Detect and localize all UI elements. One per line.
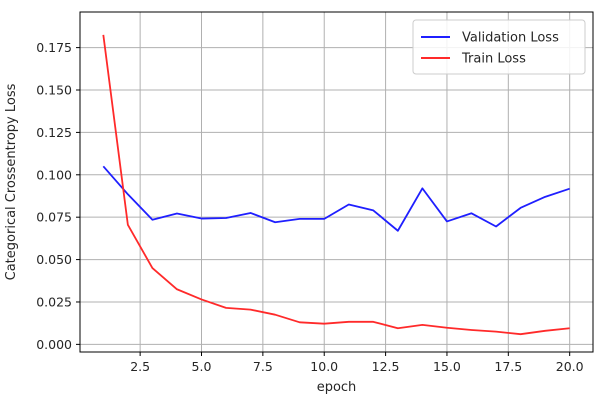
x-tick-label: 2.5 bbox=[130, 359, 150, 374]
series-layer bbox=[102, 34, 570, 336]
x-tick-label: 12.5 bbox=[372, 359, 400, 374]
series-line-1 bbox=[102, 34, 570, 336]
x-axis-label: epoch bbox=[317, 380, 357, 395]
y-tick-label: 0.050 bbox=[36, 252, 72, 267]
y-tick-label: 0.000 bbox=[36, 337, 72, 352]
y-axis-label: Categorical Crossentropy Loss bbox=[4, 83, 19, 280]
legend-label: Train Loss bbox=[461, 52, 526, 67]
legend-label: Validation Loss bbox=[462, 31, 559, 46]
x-tick-label: 10.0 bbox=[310, 359, 338, 374]
y-tick-label: 0.175 bbox=[36, 40, 72, 55]
y-tick-label: 0.075 bbox=[36, 210, 72, 225]
axis-ticks: 2.5 5.0 7.5 10.0 12.5 15.0 17.5 20.0 0.000 0.025 0… bbox=[36, 40, 583, 374]
x-tick-label: 7.5 bbox=[253, 359, 273, 374]
y-tick-label: 0.125 bbox=[36, 125, 72, 140]
legend-box bbox=[412, 19, 586, 75]
x-tick-label: 15.0 bbox=[433, 359, 461, 374]
x-tick-label: 17.5 bbox=[494, 359, 522, 374]
legend: Validation Loss Train Loss bbox=[412, 19, 586, 75]
y-tick-label: 0.150 bbox=[36, 83, 72, 98]
x-tick-label: 20.0 bbox=[556, 359, 584, 374]
series-line-0 bbox=[102, 165, 570, 232]
y-tick-label: 0.025 bbox=[36, 294, 72, 309]
y-tick-label: 0.100 bbox=[36, 167, 72, 182]
plot-frame bbox=[79, 11, 594, 353]
x-tick-label: 5.0 bbox=[192, 359, 212, 374]
